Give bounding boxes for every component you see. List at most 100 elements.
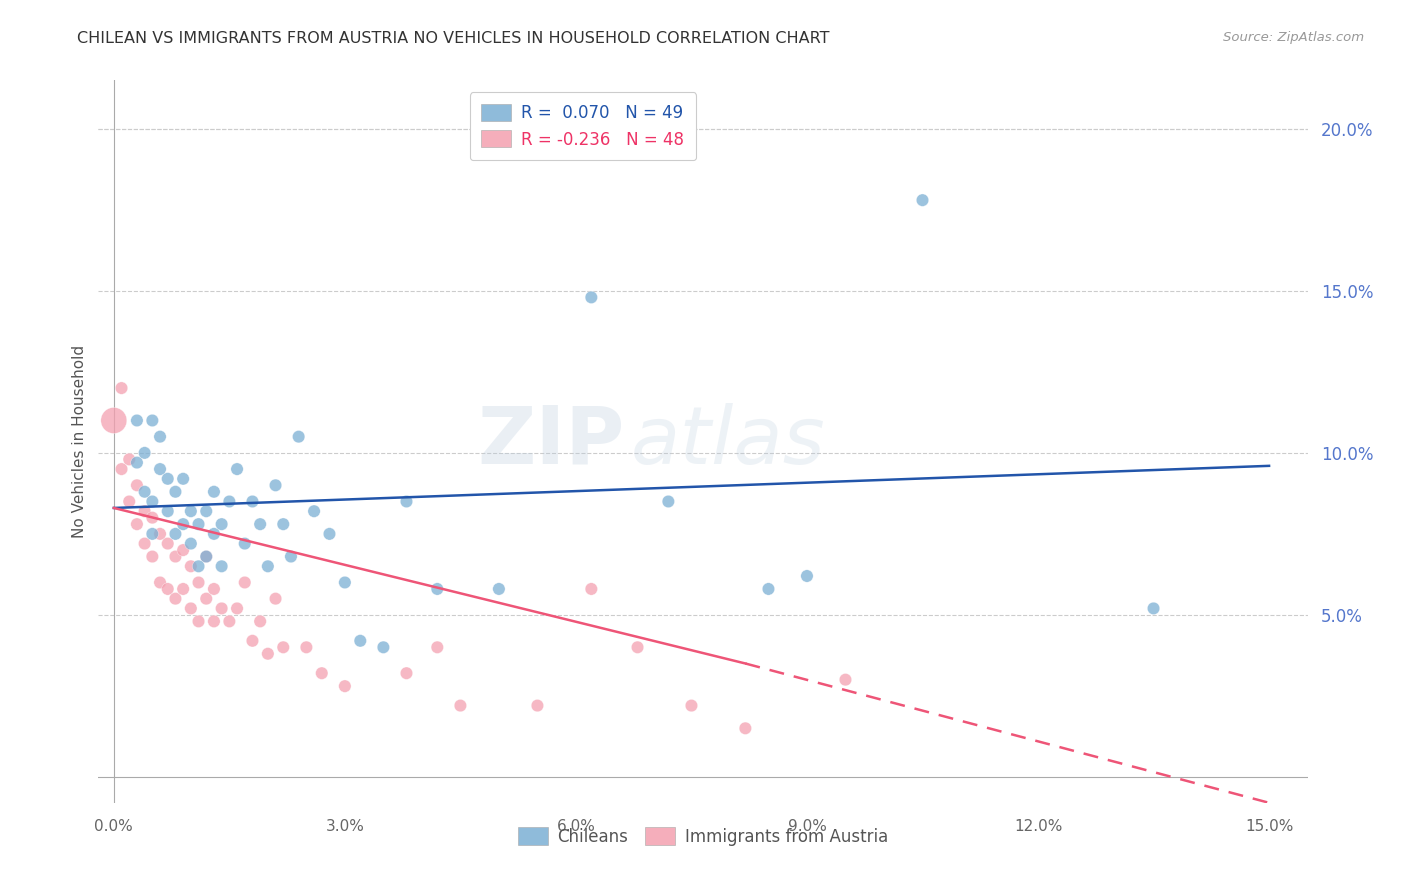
Point [426, 582, 449, 596]
Point [395, 494, 418, 508]
Point [125, 478, 148, 492]
Y-axis label: No Vehicles in Household: No Vehicles in Household [72, 345, 87, 538]
Point [149, 462, 172, 476]
Point [257, 559, 280, 574]
Point [226, 601, 249, 615]
Point [734, 721, 756, 735]
Point [187, 575, 209, 590]
Point [134, 504, 156, 518]
Point [118, 494, 141, 508]
Point [141, 510, 163, 524]
Point [110, 462, 132, 476]
Point [195, 549, 218, 564]
Point [202, 615, 225, 629]
Point [211, 517, 233, 532]
Text: Source: ZipAtlas.com: Source: ZipAtlas.com [1223, 31, 1364, 45]
Legend: Chileans, Immigrants from Austria: Chileans, Immigrants from Austria [510, 821, 896, 852]
Point [149, 430, 172, 444]
Point [172, 543, 194, 558]
Point [211, 601, 233, 615]
Point [373, 640, 395, 655]
Point [426, 640, 449, 655]
Point [449, 698, 471, 713]
Point [202, 527, 225, 541]
Point [149, 527, 172, 541]
Point [302, 504, 325, 518]
Point [180, 559, 202, 574]
Point [172, 582, 194, 596]
Point [295, 640, 318, 655]
Point [257, 647, 280, 661]
Point [657, 494, 679, 508]
Point [156, 582, 179, 596]
Point [233, 536, 256, 550]
Point [187, 517, 209, 532]
Point [333, 575, 356, 590]
Point [211, 559, 233, 574]
Point [180, 504, 202, 518]
Point [1142, 601, 1164, 615]
Point [681, 698, 703, 713]
Point [134, 536, 156, 550]
Point [149, 575, 172, 590]
Point [134, 484, 156, 499]
Point [195, 504, 218, 518]
Point [311, 666, 333, 681]
Point [141, 413, 163, 427]
Point [226, 462, 249, 476]
Point [172, 517, 194, 532]
Point [165, 527, 187, 541]
Point [395, 666, 418, 681]
Point [172, 472, 194, 486]
Point [218, 494, 240, 508]
Point [141, 494, 163, 508]
Point [180, 536, 202, 550]
Point [156, 536, 179, 550]
Text: atlas: atlas [630, 402, 825, 481]
Point [141, 549, 163, 564]
Point [165, 484, 187, 499]
Point [156, 504, 179, 518]
Point [103, 413, 125, 427]
Point [242, 494, 264, 508]
Point [581, 290, 603, 304]
Point [796, 569, 818, 583]
Point [134, 446, 156, 460]
Point [264, 591, 287, 606]
Point [202, 582, 225, 596]
Point [118, 452, 141, 467]
Point [165, 591, 187, 606]
Point [218, 615, 240, 629]
Point [187, 559, 209, 574]
Point [911, 193, 934, 207]
Point [125, 456, 148, 470]
Point [141, 527, 163, 541]
Point [156, 472, 179, 486]
Point [249, 615, 271, 629]
Point [271, 517, 294, 532]
Point [202, 484, 225, 499]
Point [834, 673, 856, 687]
Point [280, 549, 302, 564]
Point [287, 430, 309, 444]
Point [195, 549, 218, 564]
Point [125, 517, 148, 532]
Point [264, 478, 287, 492]
Point [271, 640, 294, 655]
Point [758, 582, 780, 596]
Point [242, 633, 264, 648]
Point [626, 640, 648, 655]
Point [349, 633, 371, 648]
Point [125, 413, 148, 427]
Point [318, 527, 340, 541]
Point [333, 679, 356, 693]
Point [165, 549, 187, 564]
Point [187, 615, 209, 629]
Text: CHILEAN VS IMMIGRANTS FROM AUSTRIA NO VEHICLES IN HOUSEHOLD CORRELATION CHART: CHILEAN VS IMMIGRANTS FROM AUSTRIA NO VE… [77, 31, 830, 46]
Point [488, 582, 510, 596]
Point [233, 575, 256, 590]
Point [526, 698, 548, 713]
Point [581, 582, 603, 596]
Point [110, 381, 132, 395]
Text: ZIP: ZIP [477, 402, 624, 481]
